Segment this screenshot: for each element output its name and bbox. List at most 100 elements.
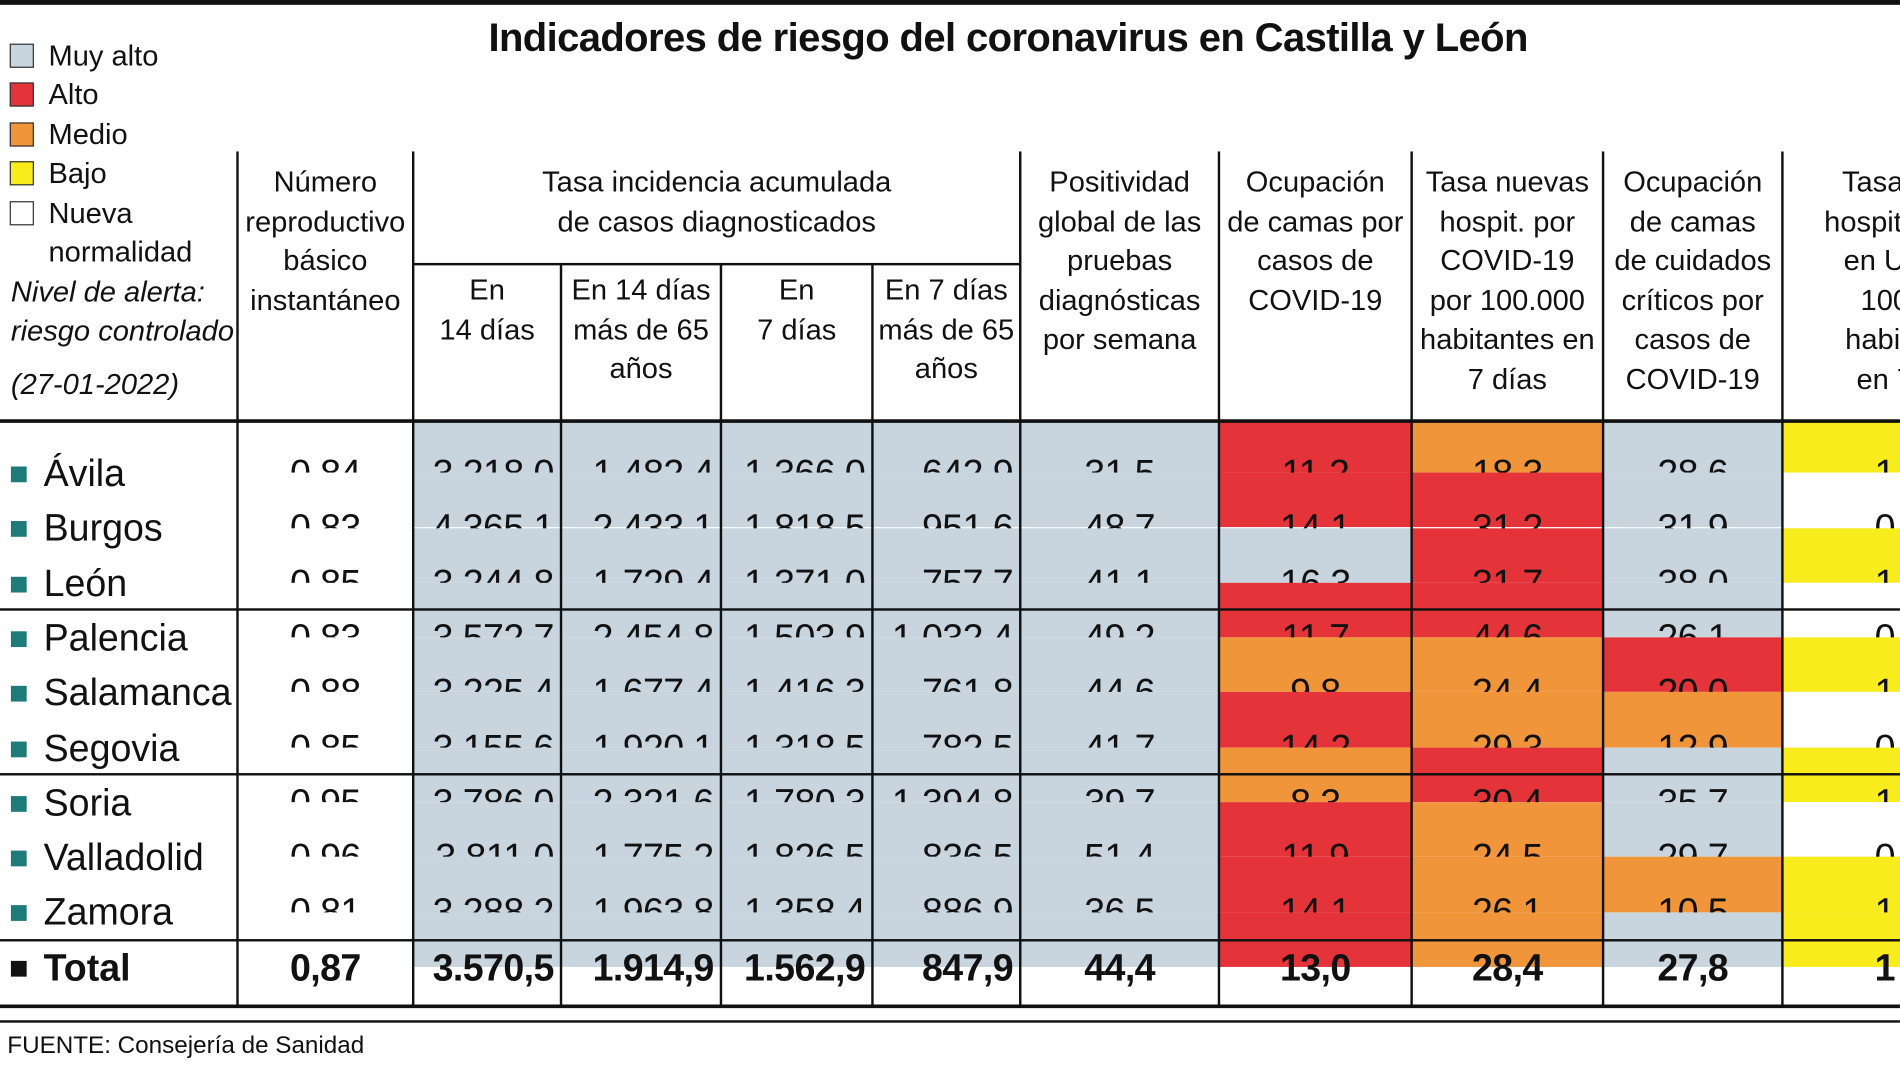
header-text: hospitaliz xyxy=(1824,205,1900,239)
cell-value: 847,9 xyxy=(922,945,1014,989)
cell-bg xyxy=(720,527,873,583)
cell-bg xyxy=(1782,420,1900,473)
cell-bg xyxy=(1218,527,1412,583)
header-text: de camas por xyxy=(1227,205,1404,239)
cell-bg xyxy=(1411,802,1604,858)
row-marker xyxy=(10,576,27,593)
row-marker xyxy=(10,521,27,538)
header-text: Ocupación xyxy=(1245,166,1385,199)
header-rule xyxy=(0,419,1900,423)
cell-bg xyxy=(413,420,562,473)
header-text: habita xyxy=(1845,323,1900,357)
cell-bg xyxy=(561,637,721,693)
cell-bg xyxy=(1782,857,1900,912)
legend-label: Bajo xyxy=(48,157,107,191)
header-text: global de las xyxy=(1037,205,1202,239)
cell-bg xyxy=(237,472,414,528)
cell-bg xyxy=(413,527,562,583)
alert-note: Nivel de alerta: xyxy=(10,276,205,309)
cell-bg xyxy=(561,692,721,748)
header-text: críticos por xyxy=(1621,284,1764,317)
header-text: diagnósticas xyxy=(1038,284,1201,317)
col-rule xyxy=(1410,151,1413,1006)
header-text: casos de xyxy=(1257,244,1374,278)
header-text: de camas xyxy=(1629,205,1756,239)
header-text: años xyxy=(914,352,978,386)
legend-swatch xyxy=(9,161,34,186)
cell-bg xyxy=(720,637,873,693)
cell-bg xyxy=(413,637,562,693)
cell-bg xyxy=(237,857,414,912)
header-text: COVID-19 xyxy=(1625,362,1760,396)
header-text: básico xyxy=(283,244,368,278)
header-text: En xyxy=(469,273,505,307)
header-text: 14 días xyxy=(439,313,535,346)
row-marker xyxy=(10,850,27,867)
group-rule xyxy=(0,939,1900,942)
header-text: hospit. por xyxy=(1439,205,1576,239)
cell-bg xyxy=(413,472,562,528)
group-rule xyxy=(0,608,1900,611)
row-marker xyxy=(10,740,27,757)
header-text: de cuidados xyxy=(1614,244,1772,278)
sub-rule xyxy=(413,262,1021,265)
col-rule xyxy=(871,264,874,1006)
header-text: pruebas xyxy=(1067,244,1173,278)
cell-bg xyxy=(561,857,721,912)
header-text: En 7 días xyxy=(884,273,1008,307)
col-rule xyxy=(719,264,722,1006)
header-text: Positividad xyxy=(1049,166,1190,199)
legend-label: Medio xyxy=(48,118,128,152)
cell-value: 44,4 xyxy=(1084,945,1155,989)
header-text: por 100.000 xyxy=(1429,284,1585,317)
cell-bg xyxy=(1603,802,1783,858)
cell-bg xyxy=(237,527,414,583)
cell-bg xyxy=(1782,692,1900,748)
header-text: años xyxy=(609,352,673,386)
group-rule xyxy=(0,773,1900,776)
header-text: Tasa nuevas xyxy=(1425,166,1589,199)
cell-bg xyxy=(720,857,873,912)
row-name: Soria xyxy=(43,781,132,824)
header-text: instantáneo xyxy=(250,284,401,317)
cell-bg xyxy=(1020,472,1219,528)
cell-bg xyxy=(561,527,721,583)
cell-bg xyxy=(720,420,873,473)
cell-bg xyxy=(237,637,414,693)
cell-bg xyxy=(1603,857,1783,912)
header-text: Ocupación xyxy=(1623,166,1763,199)
col-rule xyxy=(1217,151,1220,1006)
cell-value: 1 xyxy=(1874,945,1896,989)
cell-bg xyxy=(1411,527,1604,583)
col-rule xyxy=(1781,151,1784,1006)
col-rule xyxy=(411,151,414,1006)
cell-bg xyxy=(1603,527,1783,583)
row-name: Segovia xyxy=(43,726,180,769)
row-name: León xyxy=(43,561,128,605)
col-rule xyxy=(1601,151,1604,1006)
cell-value: 3.570,5 xyxy=(432,945,555,989)
cell-bg xyxy=(1218,857,1412,912)
cell-bg xyxy=(1020,857,1219,912)
header-text: por semana xyxy=(1042,323,1197,357)
legend-swatch xyxy=(9,82,34,107)
header-text: En xyxy=(778,273,815,307)
col-rule xyxy=(236,151,239,1006)
cell-bg xyxy=(872,527,1021,583)
header-text: 7 días xyxy=(757,313,837,346)
cell-value: 1.562,9 xyxy=(744,945,866,989)
cell-bg xyxy=(561,420,721,473)
cell-bg xyxy=(237,802,414,858)
cell-bg xyxy=(1411,692,1604,748)
cell-bg xyxy=(1603,472,1783,528)
header-text: de casos diagnosticados xyxy=(557,205,876,239)
bottom-rule xyxy=(0,1004,1900,1008)
row-marker xyxy=(10,686,27,702)
row-name: Ávila xyxy=(43,451,126,495)
cell-bg xyxy=(1218,472,1412,528)
cell-bg xyxy=(413,692,562,748)
cell-bg xyxy=(237,692,414,748)
row-name: Total xyxy=(43,945,131,989)
cell-bg xyxy=(1782,637,1900,693)
